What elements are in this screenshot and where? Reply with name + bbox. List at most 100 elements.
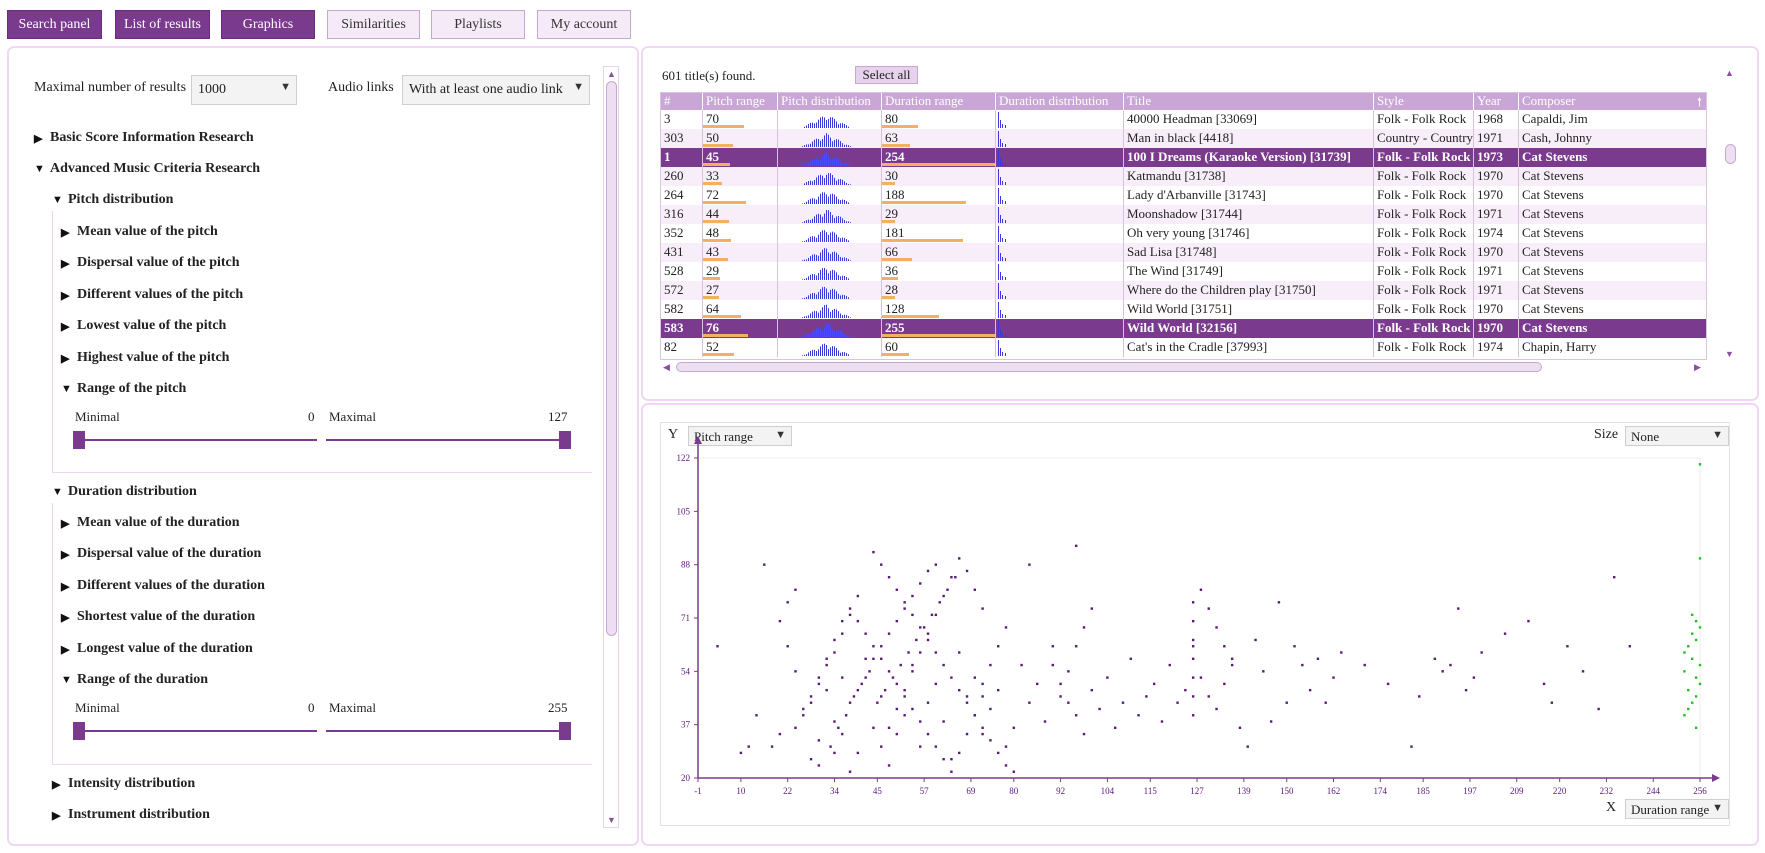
col-duration-range[interactable]: Duration range [882, 93, 996, 110]
item-mean-pitch[interactable]: ▶ Mean value of the pitch [61, 224, 218, 240]
tab-list-of-results[interactable]: List of results [115, 10, 210, 39]
col-number[interactable]: # [661, 93, 703, 110]
results-hscrollbar[interactable]: ◀ ▶ [660, 360, 1707, 374]
x-axis-select[interactable]: Duration range ▼ [1625, 799, 1729, 819]
table-row[interactable]: 528 29 36 The Wind [31749] Folk - Folk Rock 1… [661, 262, 1706, 281]
histogram-bar [812, 273, 813, 280]
hscrollbar-thumb[interactable] [676, 362, 1542, 372]
tab-similarities[interactable]: Similarities [327, 10, 420, 39]
data-point [1694, 638, 1698, 642]
max-results-select[interactable]: 1000 ▼ [191, 75, 297, 105]
section-duration-distribution[interactable]: ▼ Duration distribution [52, 484, 197, 500]
y-axis-select[interactable]: Pitch range ▼ [688, 426, 792, 446]
table-row[interactable]: 583 76 255 Wild World [32156] Folk - Folk Ro… [661, 319, 1706, 338]
data-point [981, 607, 984, 610]
histogram-bar [842, 123, 843, 128]
tab-playlists[interactable]: Playlists [431, 10, 525, 39]
histogram-bar [1002, 219, 1003, 223]
table-row[interactable]: 572 27 28 Where do the Children play [31750… [661, 281, 1706, 300]
col-pitch-distribution[interactable]: Pitch distribution [778, 93, 882, 110]
item-longest-duration[interactable]: ▶ Longest value of the duration [61, 641, 253, 657]
table-row[interactable]: 352 48 181 Oh very young [31746] Folk - Folk… [661, 224, 1706, 243]
histogram-bar [840, 216, 841, 223]
col-year[interactable]: Year [1474, 93, 1519, 110]
table-row[interactable]: 260 33 30 Katmandu [31738] Folk - Folk Rock 1… [661, 167, 1706, 186]
histogram-bar [820, 231, 821, 242]
histogram-bar [820, 328, 821, 337]
table-row[interactable]: 316 44 29 Moonshadow [31744] Folk - Folk Roc… [661, 205, 1706, 224]
x-tick-label: 220 [1553, 786, 1567, 796]
item-dispersal-pitch[interactable]: ▶ Dispersal value of the pitch [61, 255, 240, 271]
data-point [1028, 701, 1031, 704]
max-handle[interactable] [559, 431, 571, 449]
item-highest-pitch[interactable]: ▶ Highest value of the pitch [61, 350, 229, 366]
item-lowest-pitch[interactable]: ▶ Lowest value of the pitch [61, 318, 226, 334]
histogram-bar [840, 276, 841, 280]
cell-title: Cat's in the Cradle [37993] [1124, 338, 1374, 357]
item-dispersal-duration[interactable]: ▶ Dispersal value of the duration [61, 546, 261, 562]
histogram-bar [814, 179, 815, 185]
item-range-duration[interactable]: ▼ Range of the duration [61, 672, 208, 688]
select-all-button[interactable]: Select all [855, 66, 918, 84]
distribution-histogram [802, 230, 849, 242]
item-shortest-duration[interactable]: ▶ Shortest value of the duration [61, 609, 255, 625]
table-row[interactable]: 303 50 63 Man in black [4418] Country - Coun… [661, 129, 1706, 148]
item-range-pitch[interactable]: ▼ Range of the pitch [61, 381, 186, 397]
col-style[interactable]: Style [1374, 93, 1474, 110]
max-handle[interactable] [559, 722, 571, 740]
audio-links-select[interactable]: With at least one audio link ▼ [402, 75, 590, 105]
data-point [942, 663, 945, 667]
tab-my-account[interactable]: My account [537, 10, 631, 39]
cell-text: 582 [664, 301, 684, 316]
min-handle[interactable] [73, 431, 85, 449]
col-composer[interactable]: Composer 🠕 [1519, 93, 1706, 110]
table-row[interactable]: 582 64 128 Wild World [31751] Folk - Folk Ro… [661, 300, 1706, 319]
histogram-bar [1005, 353, 1006, 356]
pitch-distribution-cell [778, 129, 882, 148]
scrollbar-thumb[interactable] [606, 81, 617, 636]
table-row[interactable]: 82 52 60 Cat's in the Cradle [37993] Folk - … [661, 338, 1706, 357]
results-scrollbar[interactable]: ▲ ▼ [1722, 66, 1738, 362]
col-pitch-range[interactable]: Pitch range [703, 93, 778, 110]
arrow-down-icon[interactable]: ▼ [607, 815, 616, 825]
cell-text: Chapin, Harry [1522, 339, 1597, 354]
tab-graphics[interactable]: Graphics [221, 10, 315, 39]
data-point [1687, 707, 1690, 711]
col-duration-distribution[interactable]: Duration distribution [996, 93, 1124, 110]
data-point [1246, 745, 1249, 748]
size-select[interactable]: None ▼ [1625, 426, 1729, 446]
arrow-up-icon[interactable]: ▲ [1725, 68, 1734, 78]
cell-text: Folk - Folk Rock [1377, 244, 1467, 259]
col-composer-label: Composer [1522, 93, 1576, 108]
table-row[interactable]: 3 70 80 40000 Headman [33069] Folk - Folk Ro… [661, 110, 1706, 129]
min-handle[interactable] [73, 722, 85, 740]
histogram-bar [808, 200, 809, 204]
arrow-down-icon[interactable]: ▼ [1725, 349, 1734, 359]
section-basic-score[interactable]: ▶ Basic Score Information Research [34, 130, 254, 146]
table-row[interactable]: 1 45 254 100 I Dreams (Karaoke Version) [31… [661, 148, 1706, 167]
item-mean-duration[interactable]: ▶ Mean value of the duration [61, 515, 240, 531]
table-row[interactable]: 264 72 188 Lady d'Arbanville [31743] Folk - … [661, 186, 1706, 205]
table-row[interactable]: 431 43 66 Sad Lisa [31748] Folk - Folk Rock 1… [661, 243, 1706, 262]
histogram-bar [1005, 277, 1006, 280]
arrow-up-icon[interactable]: ▲ [607, 69, 616, 79]
arrow-left-icon[interactable]: ◀ [663, 362, 670, 372]
section-instrument-distribution[interactable]: ▶ Instrument distribution [52, 807, 210, 823]
col-title[interactable]: Title [1124, 93, 1374, 110]
arrow-right-icon[interactable]: ▶ [1694, 362, 1701, 372]
cell-style: Folk - Folk Rock [1374, 148, 1474, 167]
tab-search-panel[interactable]: Search panel [7, 10, 102, 39]
cell-dur: 128 [882, 300, 996, 319]
item-different-duration[interactable]: ▶ Different values of the duration [61, 578, 265, 594]
histogram-bar [812, 159, 813, 166]
section-advanced-music[interactable]: ▼ Advanced Music Criteria Research [34, 161, 260, 177]
caret-right-icon: ▶ [61, 643, 70, 656]
histogram-bar [844, 352, 845, 356]
histogram-bar [998, 283, 999, 299]
scrollbar-thumb[interactable] [1725, 144, 1736, 164]
search-scrollbar[interactable]: ▲ ▼ [603, 66, 619, 828]
section-intensity-distribution[interactable]: ▶ Intensity distribution [52, 776, 195, 792]
cell-text: 260 [664, 168, 684, 183]
item-different-pitch[interactable]: ▶ Different values of the pitch [61, 287, 243, 303]
section-pitch-distribution[interactable]: ▼ Pitch distribution [52, 192, 173, 208]
